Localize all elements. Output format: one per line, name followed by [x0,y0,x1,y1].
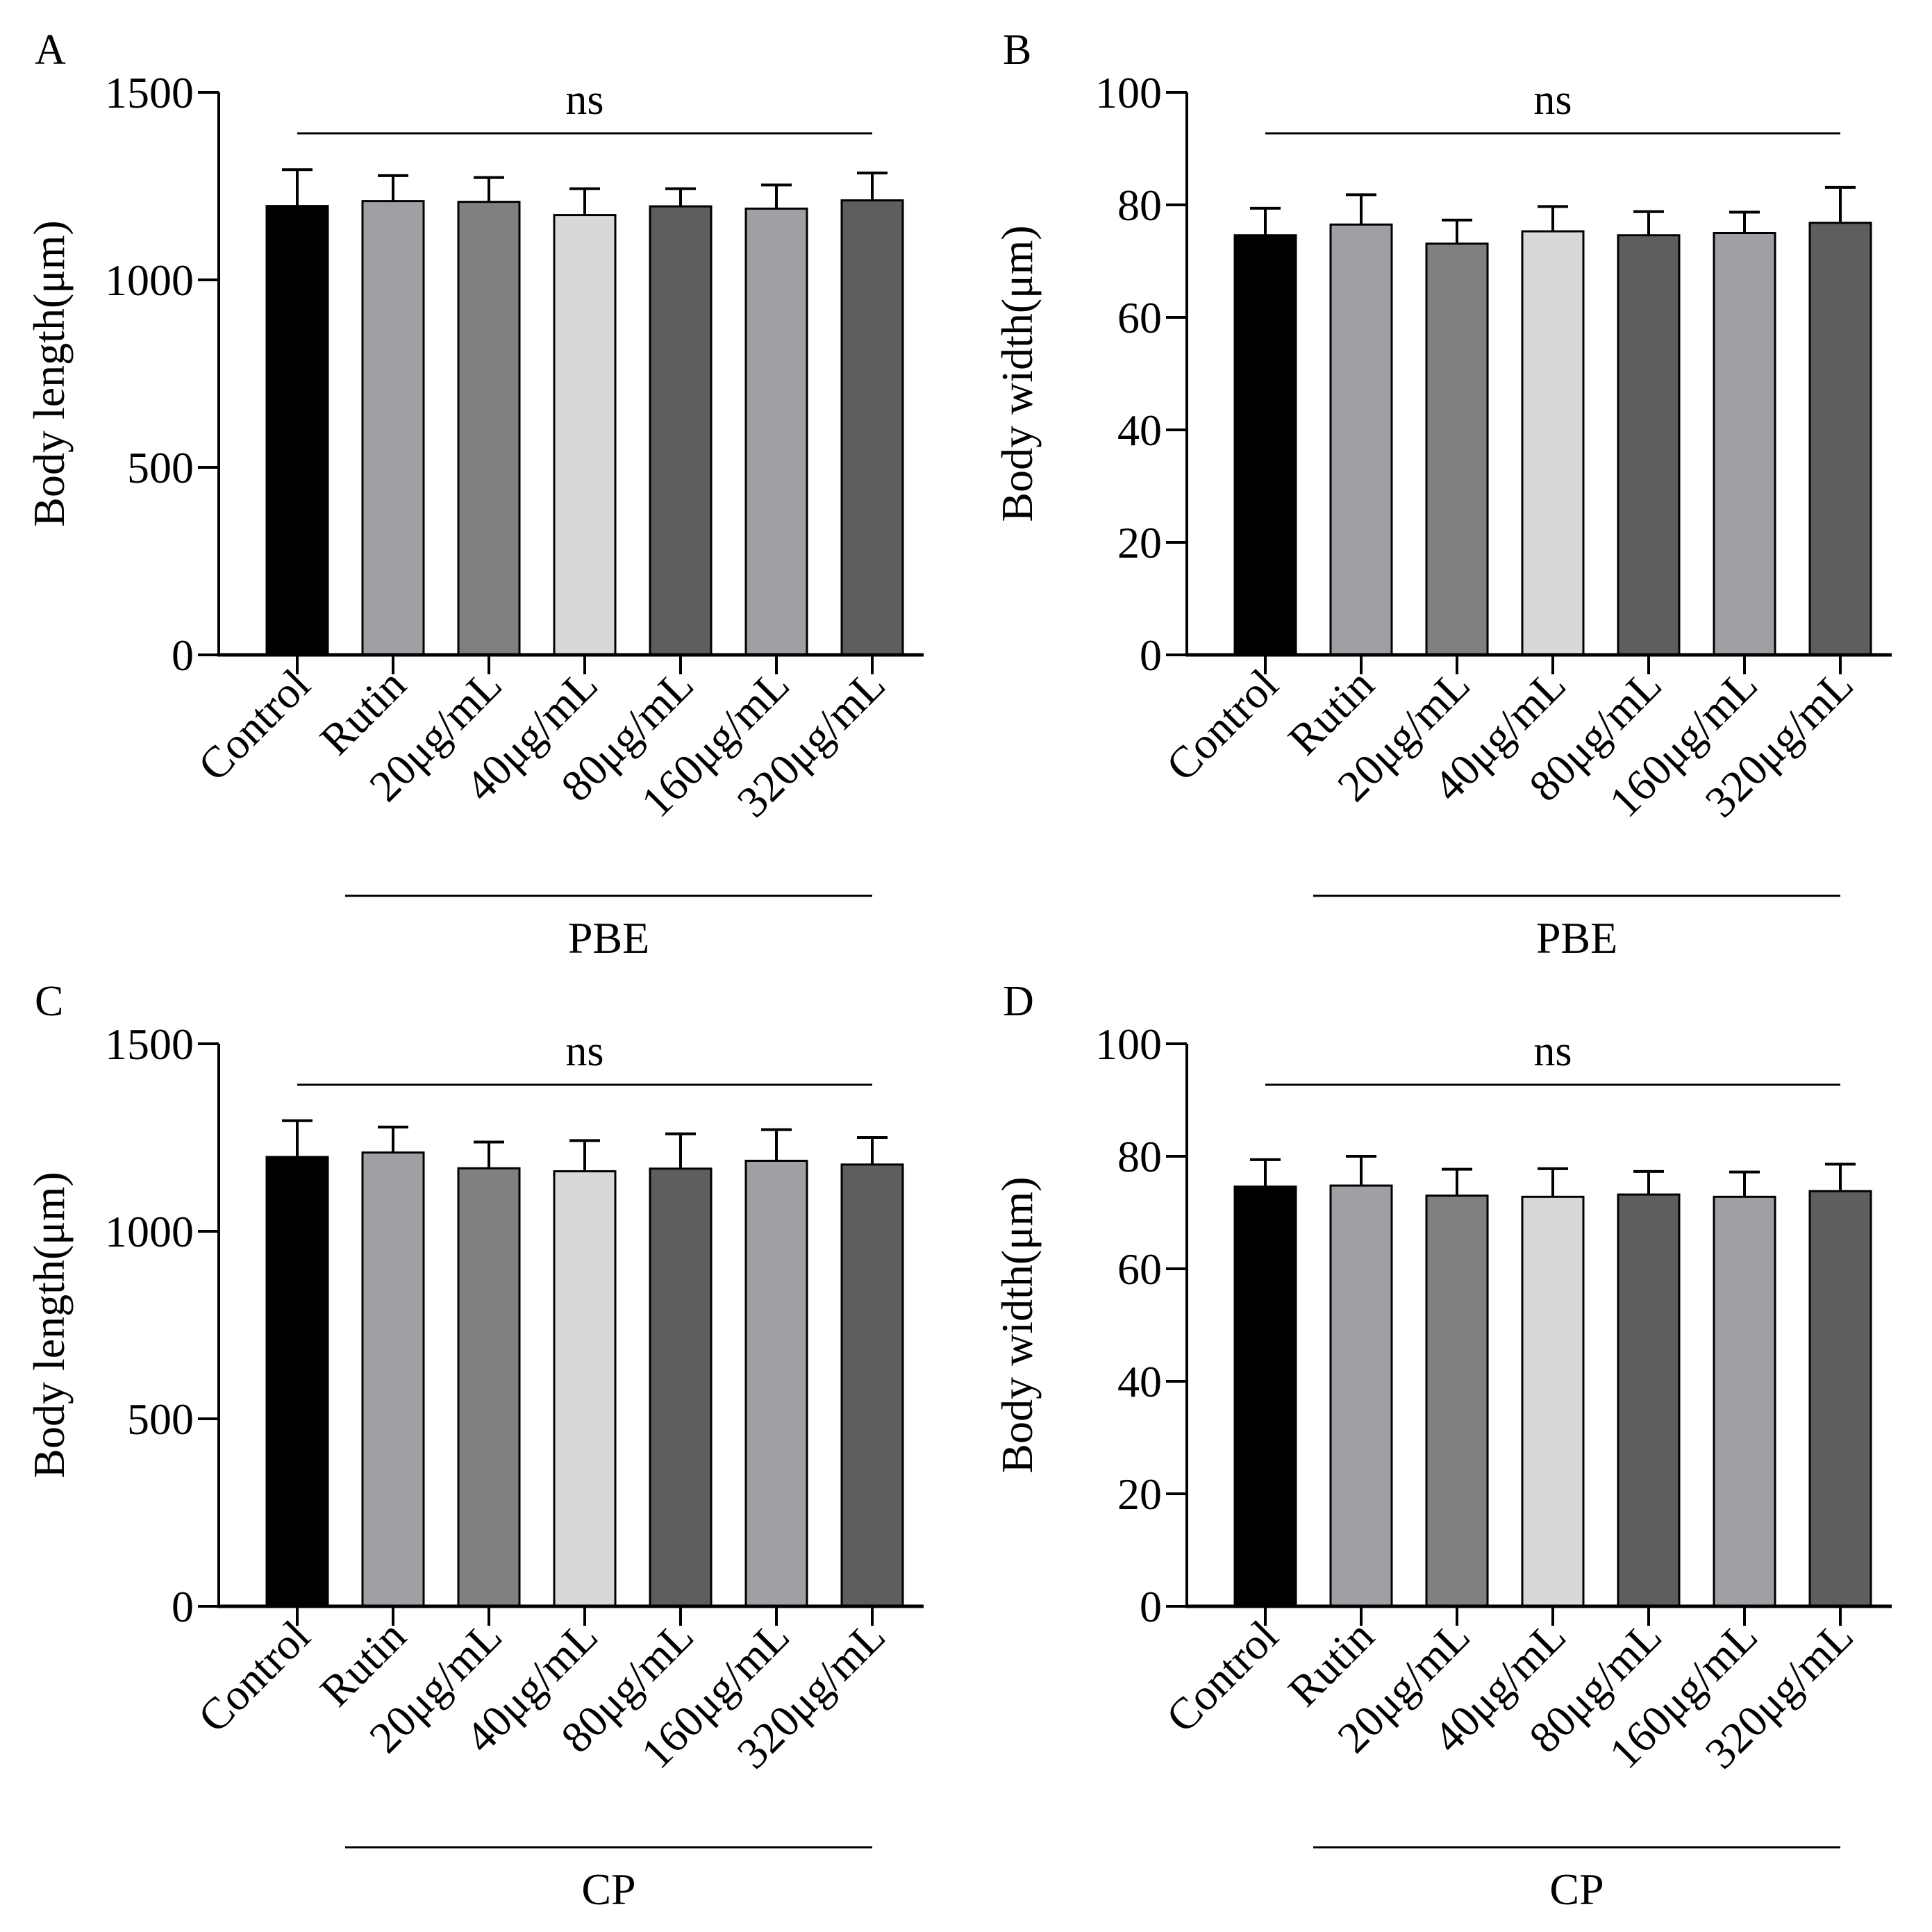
y-axis-label: Body width(μm) [992,1176,1042,1473]
y-tick-label: 80 [1117,181,1162,230]
y-axis-label: Body length(μm) [24,220,74,526]
bar [1808,1190,1872,1608]
bar [457,1167,521,1608]
significance-label: ns [1533,1028,1572,1075]
y-tick-label: 1500 [105,1019,194,1069]
panel-letter: B [1003,26,1031,74]
y-tick-label: 0 [1140,631,1162,680]
group-label: CP [581,1865,635,1914]
bar [744,1159,808,1608]
y-tick-label: 60 [1117,1244,1162,1294]
panel-letter: C [35,978,63,1025]
bar [1617,1193,1681,1608]
bar [1233,234,1297,656]
group-label: PBE [568,913,649,963]
y-tick-label: 1000 [105,1207,194,1256]
bar [1713,1195,1776,1608]
y-tick-label: 40 [1117,1357,1162,1406]
group-label: PBE [1536,913,1617,963]
x-tick-label: Control [188,660,319,790]
bar [553,1170,617,1608]
bar [553,214,617,656]
panel-letter: A [35,26,66,74]
bar [361,1151,425,1608]
bar [361,200,425,656]
bar [1713,232,1776,656]
y-tick-label: 80 [1117,1132,1162,1181]
bar [1425,1194,1489,1608]
x-tick-label: Control [1156,660,1287,790]
y-tick-label: 100 [1095,1019,1162,1069]
bar [1329,223,1393,656]
y-tick-label: 0 [1140,1582,1162,1631]
y-tick-label: 0 [172,1582,194,1631]
significance-label: ns [565,76,603,124]
y-axis-label: Body length(μm) [24,1172,74,1478]
y-tick-label: 1000 [105,256,194,305]
bar [840,1163,904,1608]
panel-letter: D [1003,978,1034,1025]
significance-label: ns [565,1028,603,1075]
x-tick-label: Control [188,1611,319,1742]
y-tick-label: 60 [1117,293,1162,342]
significance-label: ns [1533,76,1572,124]
y-tick-label: 20 [1117,518,1162,567]
y-tick-label: 0 [172,631,194,680]
y-tick-label: 40 [1117,406,1162,455]
y-tick-label: 500 [127,1394,194,1444]
x-tick-label: Control [1156,1611,1287,1742]
bar [1617,234,1681,656]
bar [744,207,808,656]
bar [840,199,904,656]
y-tick-label: 1500 [105,68,194,117]
y-axis-label: Body width(μm) [992,225,1042,522]
bar [265,205,329,656]
bar [1808,222,1872,656]
bar [649,1167,713,1608]
bar [457,201,521,656]
bar [1521,230,1585,656]
bar [1521,1195,1585,1608]
bar [265,1156,329,1608]
bar [1233,1185,1297,1608]
group-label: CP [1549,1865,1604,1914]
bar [1329,1184,1393,1608]
bar [649,205,713,656]
y-tick-label: 20 [1117,1469,1162,1519]
y-tick-label: 100 [1095,68,1162,117]
bar [1425,242,1489,656]
y-tick-label: 500 [127,443,194,492]
